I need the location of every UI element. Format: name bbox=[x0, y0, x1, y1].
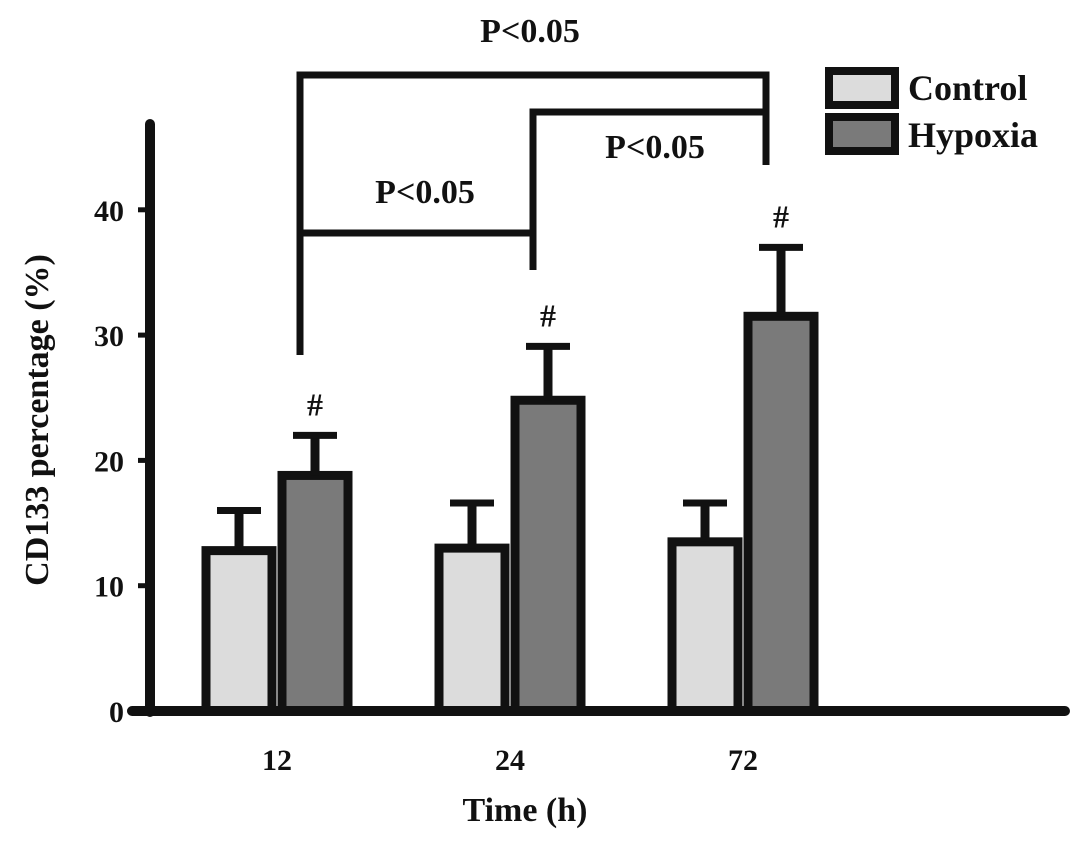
legend-label-hypoxia: Hypoxia bbox=[908, 115, 1038, 155]
significance-brackets: P<0.05 P<0.05 P<0.05 bbox=[296, 13, 770, 355]
y-tick-label-20: 20 bbox=[94, 445, 124, 478]
legend-swatch-control bbox=[825, 67, 899, 109]
marker-12: # bbox=[307, 386, 323, 422]
bracket-label-12-72: P<0.05 bbox=[480, 13, 580, 50]
y-axis-title: CD133 percentage (%) bbox=[19, 254, 56, 586]
bar-control-72 bbox=[667, 537, 743, 716]
x-axis-title: Time (h) bbox=[463, 792, 588, 829]
bracket-label-12-24: P<0.05 bbox=[375, 174, 475, 211]
y-tick-label-0: 0 bbox=[109, 696, 124, 729]
x-tick-label-12: 12 bbox=[262, 744, 292, 777]
bracket-label-24-72: P<0.05 bbox=[605, 129, 705, 166]
bars bbox=[201, 311, 819, 716]
x-tick-label-72: 72 bbox=[728, 744, 758, 777]
y-axis-ticks: 0 10 20 30 40 bbox=[94, 195, 150, 729]
bar-hypoxia-24 bbox=[510, 395, 586, 716]
legend: Control Hypoxia bbox=[825, 67, 1038, 155]
legend-label-control: Control bbox=[908, 68, 1027, 108]
y-tick-label-30: 30 bbox=[94, 320, 124, 353]
bracket-24-72 bbox=[529, 108, 770, 270]
x-tick-label-24: 24 bbox=[495, 744, 525, 777]
bracket-12-24 bbox=[296, 229, 537, 355]
bar-control-24 bbox=[434, 543, 510, 716]
bar-hypoxia-72 bbox=[743, 311, 819, 716]
y-tick-label-40: 40 bbox=[94, 195, 124, 228]
error-bars bbox=[217, 243, 803, 551]
marker-24: # bbox=[540, 297, 556, 333]
legend-swatch-hypoxia bbox=[825, 113, 899, 155]
bar-hypoxia-12 bbox=[277, 470, 353, 716]
bar-control-12 bbox=[201, 546, 277, 716]
y-tick-label-10: 10 bbox=[94, 571, 124, 604]
marker-72: # bbox=[773, 198, 789, 234]
x-axis-ticks: 12 24 72 bbox=[262, 744, 758, 777]
significance-markers: # # # bbox=[307, 198, 789, 422]
